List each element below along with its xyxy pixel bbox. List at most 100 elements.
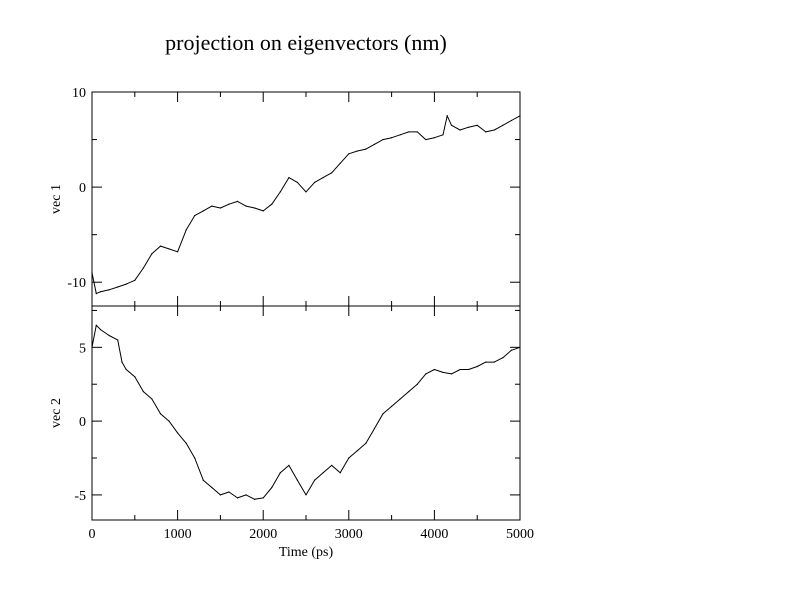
x-tick-label: 1000: [164, 527, 192, 542]
data-point: [296, 479, 299, 481]
data-point: [382, 138, 384, 141]
panel-2: -5 0 5 vec 2: [49, 305, 521, 521]
data-point: [168, 420, 170, 422]
data-point: [185, 442, 187, 444]
data-point: [288, 464, 290, 466]
data-point: [416, 383, 418, 385]
data-point: [408, 131, 410, 133]
data-point: [219, 207, 221, 209]
data-point: [502, 357, 504, 359]
data-point: [168, 248, 170, 250]
data-point: [446, 115, 448, 117]
data-point: [313, 479, 316, 481]
data-point: [433, 368, 435, 371]
data-point: [373, 427, 376, 430]
data-point: [365, 148, 367, 150]
data-point: [159, 245, 162, 247]
data-point: [425, 138, 427, 141]
data-point: [194, 457, 196, 459]
data-point: [322, 177, 324, 179]
data-point: [442, 371, 444, 374]
data-point: [288, 177, 290, 179]
data-point: [236, 497, 239, 499]
y-tick-label: 10: [72, 86, 86, 101]
x-tick-label: 0: [89, 527, 96, 542]
data-point: [476, 365, 478, 368]
data-point: [399, 398, 401, 400]
data-point: [476, 124, 478, 126]
series-line-vec-2: [91, 324, 521, 500]
data-point: [108, 334, 110, 337]
data-point: [416, 131, 418, 133]
data-point: [95, 324, 97, 326]
data-point: [459, 368, 461, 371]
data-point: [331, 172, 333, 174]
data-point: [202, 210, 204, 212]
data-point: [339, 472, 341, 474]
data-point: [493, 361, 495, 363]
y-tick-label: 0: [79, 415, 86, 430]
data-point: [468, 368, 470, 371]
data-point: [322, 472, 324, 474]
data-point: [151, 398, 153, 400]
data-point: [510, 119, 513, 122]
data-point: [305, 191, 307, 193]
data-point: [142, 391, 144, 393]
data-point: [468, 126, 470, 128]
data-point: [202, 479, 204, 481]
data-point: [331, 464, 333, 466]
data-point: [510, 349, 513, 351]
x-tick-label: 5000: [506, 527, 534, 542]
data-point: [382, 413, 384, 415]
data-point: [356, 450, 358, 452]
data-point: [211, 205, 213, 207]
data-point: [262, 497, 264, 499]
data-point: [399, 134, 401, 136]
data-point: [485, 361, 487, 363]
data-point: [151, 253, 153, 255]
data-point: [408, 391, 410, 393]
data-point: [391, 405, 393, 407]
data-point: [271, 203, 273, 205]
data-point: [365, 442, 367, 444]
panel-frame: [91, 305, 521, 521]
data-point: [245, 205, 247, 207]
data-point: [121, 361, 123, 363]
data-point: [348, 457, 350, 459]
data-point: [254, 498, 256, 500]
data-point: [425, 373, 427, 375]
data-point: [228, 203, 230, 205]
data-point: [391, 137, 393, 139]
data-point: [95, 293, 97, 295]
chart-title: projection on eigenvectors (nm): [165, 30, 447, 55]
data-point: [271, 486, 273, 489]
data-point: [134, 279, 136, 281]
data-point: [254, 207, 256, 209]
x-tick-label: 4000: [420, 527, 448, 542]
data-point: [450, 373, 453, 375]
data-point: [99, 329, 102, 331]
data-point: [348, 153, 350, 155]
data-point: [99, 291, 102, 293]
data-point: [459, 129, 461, 131]
data-point: [433, 137, 435, 139]
data-point: [108, 289, 110, 291]
data-point: [313, 181, 316, 183]
y-axis-label: vec 1: [49, 184, 64, 214]
y-tick-label: 5: [79, 341, 86, 356]
data-point: [279, 472, 281, 474]
data-point: [125, 368, 127, 371]
series-line-vec-1: [91, 115, 521, 295]
y-tick-label: -10: [67, 276, 86, 291]
data-point: [177, 432, 179, 434]
x-axis-label: Time (ps): [279, 545, 334, 560]
data-point: [339, 162, 341, 164]
panel-1: -10 0 10 vec 1: [49, 86, 521, 307]
data-point: [159, 413, 162, 415]
data-point: [185, 229, 187, 231]
data-point: [493, 129, 495, 131]
data-point: [519, 115, 521, 117]
data-point: [228, 491, 230, 493]
data-point: [91, 346, 93, 348]
